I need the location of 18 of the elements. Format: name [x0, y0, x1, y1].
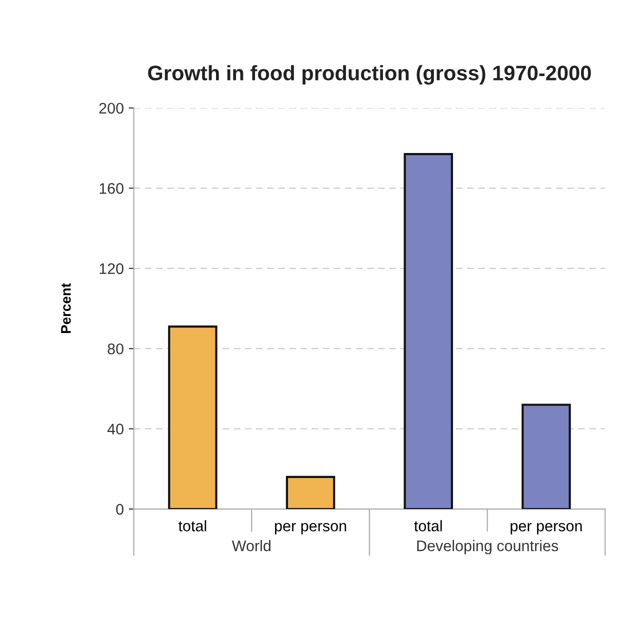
text: World [232, 540, 270, 552]
text: Developing countries [417, 540, 558, 554]
y-tick-label: 0 [116, 504, 124, 515]
bar [404, 153, 453, 510]
bar [168, 326, 218, 510]
y-tick-label: 80 [108, 343, 124, 354]
y-axis-title: Percent [61, 283, 71, 334]
bar [286, 476, 336, 510]
y-tick-label: 160 [100, 183, 124, 194]
y-tick-label: 120 [100, 263, 124, 274]
x-tick-label: per person [510, 522, 582, 534]
y-tick-label: 200 [99, 102, 124, 114]
x-tick-label: total [414, 520, 442, 532]
x-tick-label: per person [275, 522, 346, 534]
chart-title: Growth in food production (gross) 1970-2000 [148, 65, 591, 85]
x-tick-label: total [178, 520, 206, 532]
bar [522, 404, 571, 510]
y-tick-label: 40 [107, 424, 124, 434]
